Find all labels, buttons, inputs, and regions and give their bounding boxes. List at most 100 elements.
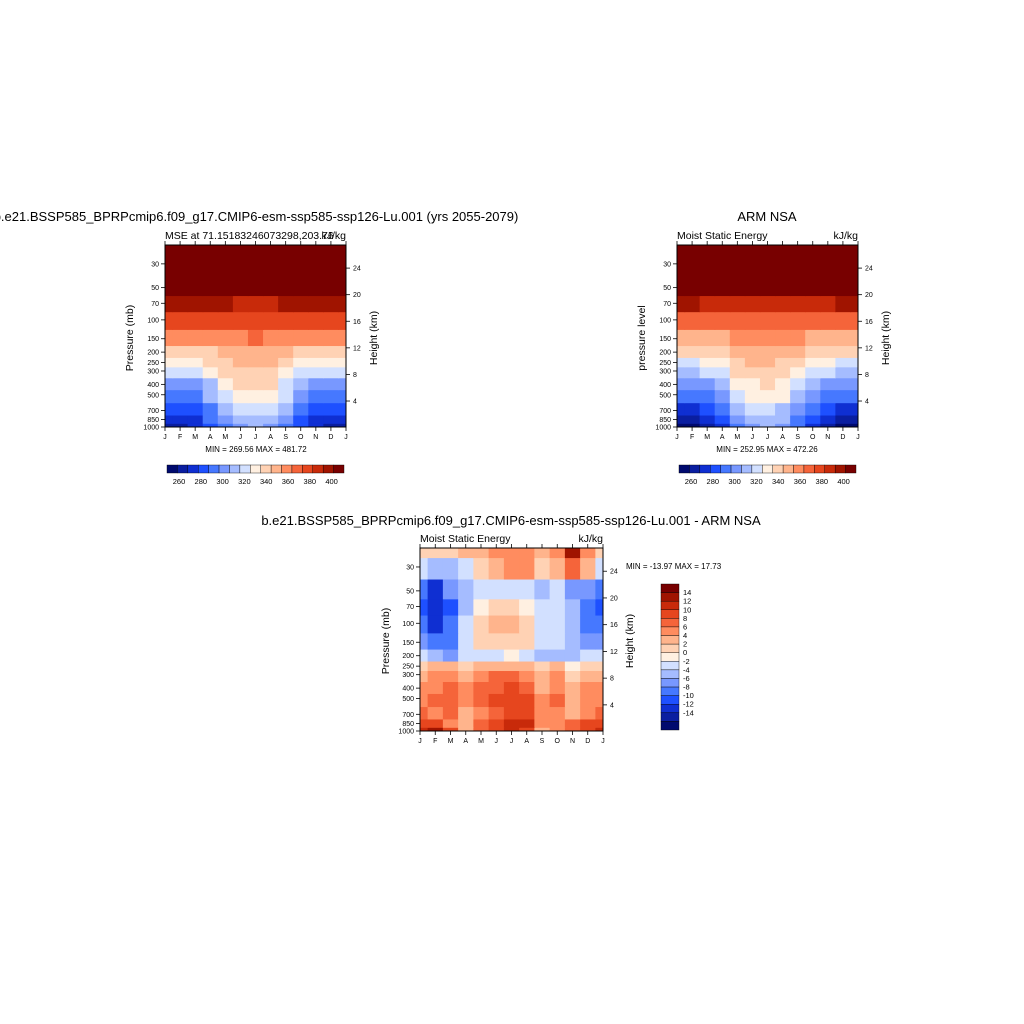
heatmap-cell (263, 366, 279, 379)
heatmap-cell (677, 423, 686, 427)
y-tick-label: 700 (147, 408, 159, 415)
heatmap-cell (744, 423, 761, 427)
heatmap-cell (519, 681, 535, 694)
heatmap-cell (202, 366, 219, 379)
heatmap-cell (699, 311, 716, 330)
heatmap-cell (232, 377, 249, 391)
colorbar-box (660, 712, 680, 722)
heatmap-cell (775, 345, 791, 358)
x-tick-label: D (585, 738, 590, 745)
heatmap-cells (677, 245, 858, 427)
y-tick-label: 1000 (655, 425, 671, 432)
heatmap-cell (278, 275, 294, 297)
heatmap-cell (820, 254, 836, 277)
heatmap-cell (714, 295, 731, 313)
heatmap-cell (473, 681, 490, 694)
heatmap-cell (714, 402, 731, 416)
obs-title: ARM NSA (737, 209, 797, 224)
heatmap-cell (595, 648, 603, 662)
y-tick-right-label: 20 (353, 292, 361, 299)
heatmap-cell (699, 357, 716, 368)
heatmap-cell (759, 329, 776, 347)
y-axis-label-right: Height (km) (368, 311, 380, 365)
heatmap-cell (293, 389, 309, 404)
heatmap-cell (488, 548, 505, 559)
heatmap-cell (458, 557, 474, 580)
heatmap-cell (744, 377, 761, 391)
heatmap-cell (263, 377, 279, 391)
heatmap-cell (278, 357, 294, 368)
colorbar-label: -2 (683, 657, 690, 666)
heatmap-cell (187, 275, 204, 297)
heatmap-cell (564, 598, 581, 616)
min-max-stats: MIN = 269.56 MAX = 481.72 (205, 445, 307, 454)
heatmap-cell (442, 614, 459, 634)
heatmap-cell (217, 389, 234, 404)
heatmap-cell (549, 598, 566, 616)
heatmap-cell (595, 681, 603, 694)
heatmap-cell (172, 245, 189, 256)
heatmap-cell (519, 578, 535, 600)
heatmap-cell (165, 366, 174, 379)
heatmap-cell (263, 402, 279, 416)
heatmap-cell (744, 245, 761, 256)
heatmap-cell (308, 254, 324, 277)
heatmap-cell (338, 402, 346, 416)
heatmap-cell (323, 295, 340, 313)
heatmap-cell (293, 345, 309, 358)
heatmap-cell (293, 423, 309, 427)
heatmap-cell (564, 706, 581, 720)
heatmap-cell (850, 366, 858, 379)
heatmap-cell (458, 660, 474, 672)
heatmap-cell (420, 718, 429, 728)
heatmap-cell (699, 345, 716, 358)
heatmap-cell (549, 727, 566, 731)
heatmap-cell (473, 670, 490, 683)
heatmap-cell (187, 402, 204, 416)
y-tick-label: 150 (147, 336, 159, 343)
heatmap-cell (247, 295, 264, 313)
y-tick-label: 30 (406, 564, 414, 571)
y-tick-label: 100 (147, 317, 159, 324)
x-tick-label: J (601, 738, 605, 745)
diff-mse-panel: Moist Static Energy kJ/kg J F M A M J J A S O N D J 3… (380, 533, 722, 745)
heatmap-cell (165, 357, 174, 368)
heatmap-cell (187, 329, 204, 347)
heatmap-cell (820, 377, 836, 391)
panel-subtitle: Moist Static Energy (677, 230, 768, 242)
heatmap-cell (503, 670, 520, 683)
heatmap-cell (442, 578, 459, 600)
heatmap-cell (790, 295, 806, 313)
heatmap-cell (338, 389, 346, 404)
heatmap-cell (473, 660, 490, 672)
heatmap-cell (488, 718, 505, 728)
heatmap-cell (323, 423, 340, 427)
heatmap-cell (232, 345, 249, 358)
heatmap-cell (420, 648, 429, 662)
heatmap-cell (293, 414, 309, 424)
heatmap-cell (519, 614, 535, 634)
colorbar-label: 360 (794, 477, 807, 486)
heatmap-cell (820, 295, 836, 313)
x-tick-label: J (510, 738, 514, 745)
heatmap-cell (338, 366, 346, 379)
heatmap-cell (338, 414, 346, 424)
heatmap-cell (420, 548, 429, 559)
heatmap-cell (308, 275, 324, 297)
y-tick-label: 70 (406, 604, 414, 611)
heatmap-cell (263, 329, 279, 347)
heatmap-cell (473, 727, 490, 731)
heatmap-cell (595, 598, 603, 616)
heatmap-cell (458, 706, 474, 720)
heatmap-cell (263, 357, 279, 368)
heatmap-cell (684, 345, 701, 358)
heatmap-cell (677, 377, 686, 391)
heatmap-cell (247, 311, 264, 330)
heatmap-cell (835, 366, 852, 379)
heatmap-cell (564, 718, 581, 728)
heatmap-cell (549, 706, 566, 720)
heatmap-cell (323, 275, 340, 297)
heatmap-cell (420, 598, 429, 616)
heatmap-cell (232, 295, 249, 313)
heatmap-cell (564, 548, 581, 559)
